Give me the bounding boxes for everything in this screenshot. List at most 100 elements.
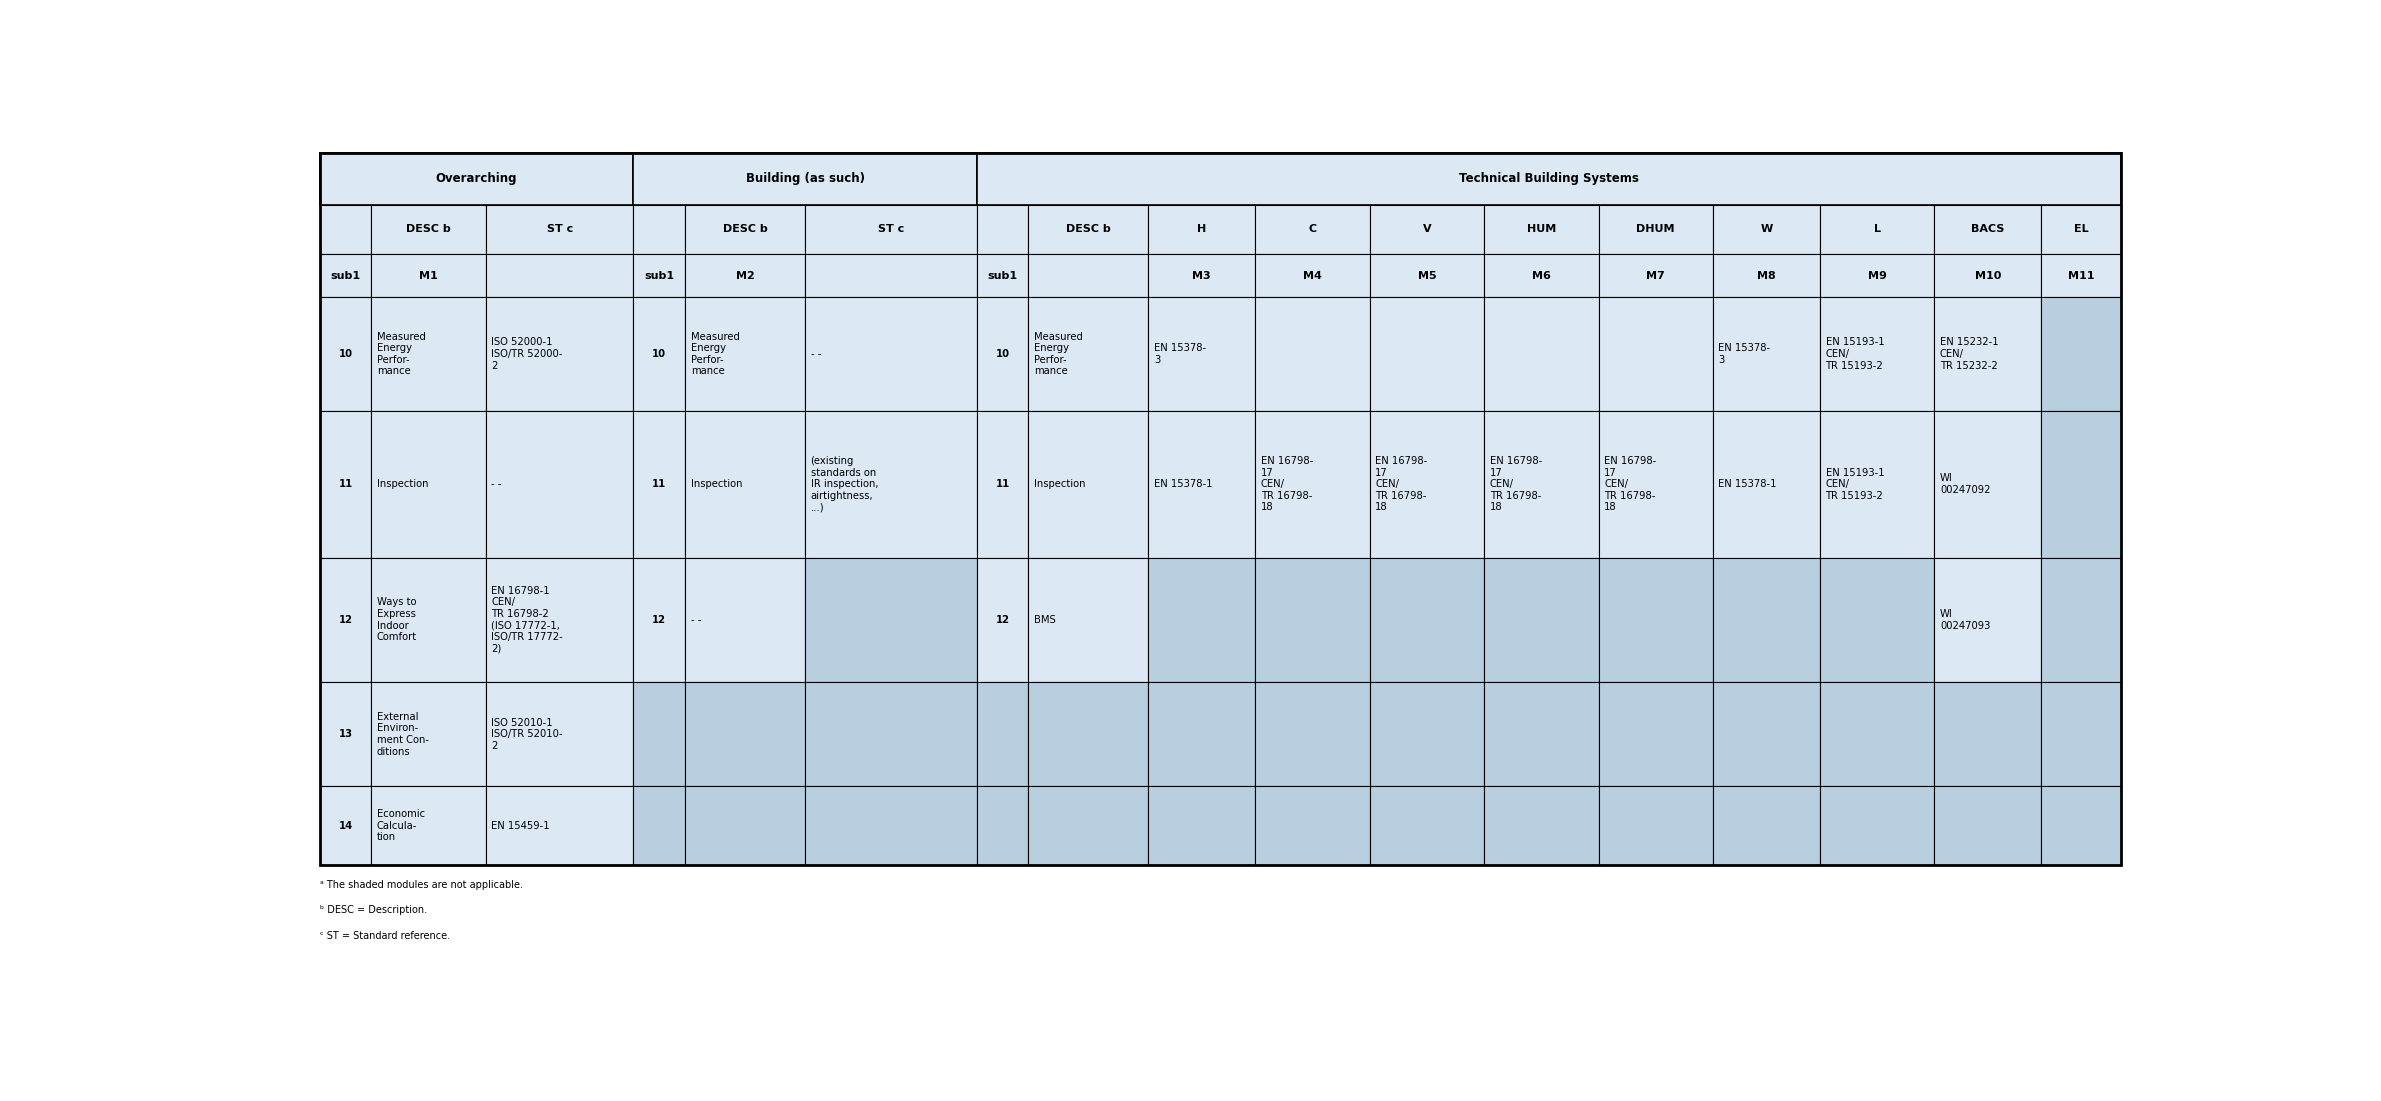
Text: 12: 12	[652, 614, 667, 625]
Polygon shape	[319, 205, 371, 253]
Text: C: C	[1310, 225, 1317, 235]
Polygon shape	[1029, 253, 1148, 297]
Polygon shape	[1369, 297, 1483, 411]
Polygon shape	[2041, 205, 2121, 253]
Polygon shape	[1819, 683, 1933, 786]
Polygon shape	[1369, 558, 1483, 683]
Polygon shape	[1598, 683, 1712, 786]
Polygon shape	[371, 558, 486, 683]
Text: ST c: ST c	[879, 225, 905, 235]
Text: M6: M6	[1531, 271, 1550, 281]
Text: M7: M7	[1645, 271, 1664, 281]
Polygon shape	[686, 786, 805, 865]
Polygon shape	[633, 205, 686, 253]
Polygon shape	[976, 153, 2121, 205]
Polygon shape	[1369, 411, 1483, 558]
Text: M2: M2	[736, 271, 755, 281]
Text: EN 16798-
17
CEN/
TR 16798-
18: EN 16798- 17 CEN/ TR 16798- 18	[1605, 456, 1657, 512]
Text: M9: M9	[1867, 271, 1886, 281]
Text: M3: M3	[1193, 271, 1212, 281]
Text: M11: M11	[2067, 271, 2095, 281]
Polygon shape	[1255, 297, 1369, 411]
Polygon shape	[1369, 253, 1483, 297]
Polygon shape	[1933, 253, 2041, 297]
Polygon shape	[1148, 297, 1255, 411]
Polygon shape	[1255, 411, 1369, 558]
Polygon shape	[2041, 253, 2121, 297]
Polygon shape	[1483, 253, 1598, 297]
Text: Overarching: Overarching	[436, 173, 517, 185]
Polygon shape	[319, 297, 371, 411]
Polygon shape	[633, 153, 976, 205]
Polygon shape	[1029, 297, 1148, 411]
Text: Building (as such): Building (as such)	[745, 173, 864, 185]
Text: EN 16798-
17
CEN/
TR 16798-
18: EN 16798- 17 CEN/ TR 16798- 18	[1262, 456, 1312, 512]
Polygon shape	[686, 297, 805, 411]
Polygon shape	[1483, 205, 1598, 253]
Text: 10: 10	[652, 349, 667, 359]
Polygon shape	[633, 558, 686, 683]
Polygon shape	[633, 297, 686, 411]
Polygon shape	[1369, 683, 1483, 786]
Text: EN 16798-1
CEN/
TR 16798-2
(ISO 17772-1,
ISO/TR 17772-
2): EN 16798-1 CEN/ TR 16798-2 (ISO 17772-1,…	[490, 586, 564, 654]
Polygon shape	[1598, 558, 1712, 683]
Text: DESC b: DESC b	[724, 225, 767, 235]
Polygon shape	[319, 683, 371, 786]
Polygon shape	[486, 205, 633, 253]
Polygon shape	[805, 253, 976, 297]
Polygon shape	[1933, 558, 2041, 683]
Polygon shape	[805, 297, 976, 411]
Polygon shape	[805, 205, 976, 253]
Text: Measured
Energy
Perfor-
mance: Measured Energy Perfor- mance	[690, 331, 740, 377]
Text: DESC b: DESC b	[407, 225, 450, 235]
Polygon shape	[1598, 786, 1712, 865]
Text: Ways to
Express
Indoor
Comfort: Ways to Express Indoor Comfort	[376, 598, 417, 642]
Polygon shape	[319, 786, 371, 865]
Polygon shape	[1255, 253, 1369, 297]
Text: EN 15378-1: EN 15378-1	[1719, 479, 1776, 489]
Polygon shape	[633, 683, 686, 786]
Text: DESC b: DESC b	[1067, 225, 1110, 235]
Polygon shape	[1712, 205, 1819, 253]
Polygon shape	[2041, 558, 2121, 683]
Text: - -: - -	[810, 349, 821, 359]
Polygon shape	[1148, 683, 1255, 786]
Polygon shape	[1819, 253, 1933, 297]
Polygon shape	[805, 683, 976, 786]
Polygon shape	[633, 253, 686, 297]
Polygon shape	[1148, 786, 1255, 865]
Polygon shape	[1369, 205, 1483, 253]
Polygon shape	[1819, 205, 1933, 253]
Text: 14: 14	[338, 821, 352, 831]
Polygon shape	[976, 683, 1029, 786]
Polygon shape	[633, 411, 686, 558]
Text: Measured
Energy
Perfor-
mance: Measured Energy Perfor- mance	[1033, 331, 1083, 377]
Polygon shape	[1712, 297, 1819, 411]
Polygon shape	[2041, 297, 2121, 411]
Text: DHUM: DHUM	[1636, 225, 1674, 235]
Polygon shape	[486, 411, 633, 558]
Text: External
Environ-
ment Con-
ditions: External Environ- ment Con- ditions	[376, 711, 429, 756]
Polygon shape	[1483, 558, 1598, 683]
Text: 11: 11	[995, 479, 1010, 489]
Polygon shape	[319, 411, 371, 558]
Polygon shape	[1029, 205, 1148, 253]
Text: M4: M4	[1302, 271, 1321, 281]
Text: Measured
Energy
Perfor-
mance: Measured Energy Perfor- mance	[376, 331, 426, 377]
Polygon shape	[1255, 558, 1369, 683]
Polygon shape	[976, 786, 1029, 865]
Polygon shape	[976, 411, 1029, 558]
Text: ᵇ DESC = Description.: ᵇ DESC = Description.	[319, 905, 426, 915]
Polygon shape	[1255, 683, 1369, 786]
Text: Inspection: Inspection	[376, 479, 429, 489]
Polygon shape	[1712, 558, 1819, 683]
Polygon shape	[1369, 786, 1483, 865]
Polygon shape	[1483, 786, 1598, 865]
Polygon shape	[1029, 786, 1148, 865]
Polygon shape	[686, 558, 805, 683]
Polygon shape	[686, 411, 805, 558]
Polygon shape	[319, 153, 633, 205]
Text: EN 16798-
17
CEN/
TR 16798-
18: EN 16798- 17 CEN/ TR 16798- 18	[1491, 456, 1543, 512]
Polygon shape	[976, 253, 1029, 297]
Polygon shape	[1598, 205, 1712, 253]
